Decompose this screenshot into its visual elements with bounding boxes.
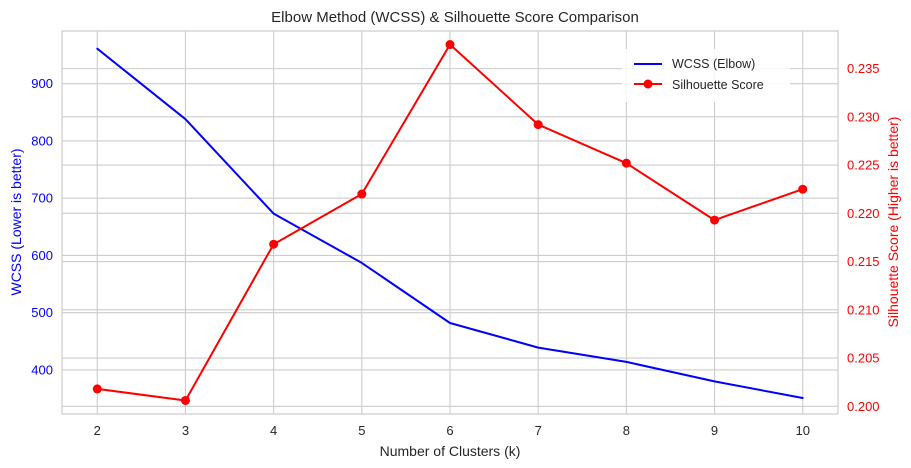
y-tick-label-left: 700 (31, 191, 53, 206)
legend-label-silhouette: Silhouette Score (672, 78, 764, 92)
y-tick-label-left: 500 (31, 305, 53, 320)
data-point-silhouette (180, 395, 190, 405)
y-tick-label-right: 0.235 (847, 61, 880, 76)
y-tick-label-left: 400 (31, 362, 53, 377)
y-axis-label-right: Silhouette Score (Higher is better) (885, 117, 901, 328)
y-tick-label-right: 0.230 (847, 109, 880, 124)
y-tick-label-left: 600 (31, 248, 53, 263)
legend: WCSS (Elbow) Silhouette Score (622, 49, 790, 102)
legend-label-wcss: WCSS (Elbow) (672, 57, 755, 71)
data-point-silhouette (445, 40, 455, 50)
y-tick-label-right: 0.205 (847, 351, 880, 366)
x-tick-label: 6 (446, 423, 453, 438)
data-point-silhouette (621, 158, 631, 168)
x-tick-label: 10 (795, 423, 809, 438)
data-point-silhouette (92, 384, 102, 394)
y-tick-label-right: 0.225 (847, 158, 880, 173)
y-tick-label-right: 0.220 (847, 206, 880, 221)
x-tick-label: 3 (182, 423, 189, 438)
chart-title: Elbow Method (WCSS) & Silhouette Score C… (271, 9, 639, 26)
legend-box (622, 49, 790, 102)
grid (62, 31, 838, 414)
y-tick-label-left: 800 (31, 133, 53, 148)
x-tick-label: 5 (358, 423, 365, 438)
y-axis-label-left: WCSS (Lower is better) (8, 148, 24, 295)
y-tick-label-left: 900 (31, 76, 53, 91)
data-point-silhouette (269, 239, 279, 249)
x-axis-label: Number of Clusters (k) (380, 443, 521, 459)
x-tick-label: 9 (711, 423, 718, 438)
y-tick-label-right: 0.210 (847, 302, 880, 317)
x-tick-label: 7 (535, 423, 542, 438)
data-point-silhouette (798, 184, 808, 194)
tick-labels: 2 3 4 5 6 7 8 9 10 400 500 600 700 800 900 0.200 0.205 0.… (31, 61, 879, 438)
data-point-silhouette (357, 189, 367, 199)
series-line-wcss (96, 47, 804, 399)
data-point-silhouette (533, 120, 543, 130)
legend-marker-silhouette (643, 79, 653, 89)
series-layer (92, 40, 808, 405)
y-tick-label-right: 0.200 (847, 399, 880, 414)
plot-frame (61, 30, 839, 415)
data-point-silhouette (710, 215, 720, 225)
y-tick-label-right: 0.215 (847, 254, 880, 269)
x-tick-label: 8 (623, 423, 630, 438)
x-tick-label: 2 (94, 423, 101, 438)
x-tick-label: 4 (270, 423, 277, 438)
